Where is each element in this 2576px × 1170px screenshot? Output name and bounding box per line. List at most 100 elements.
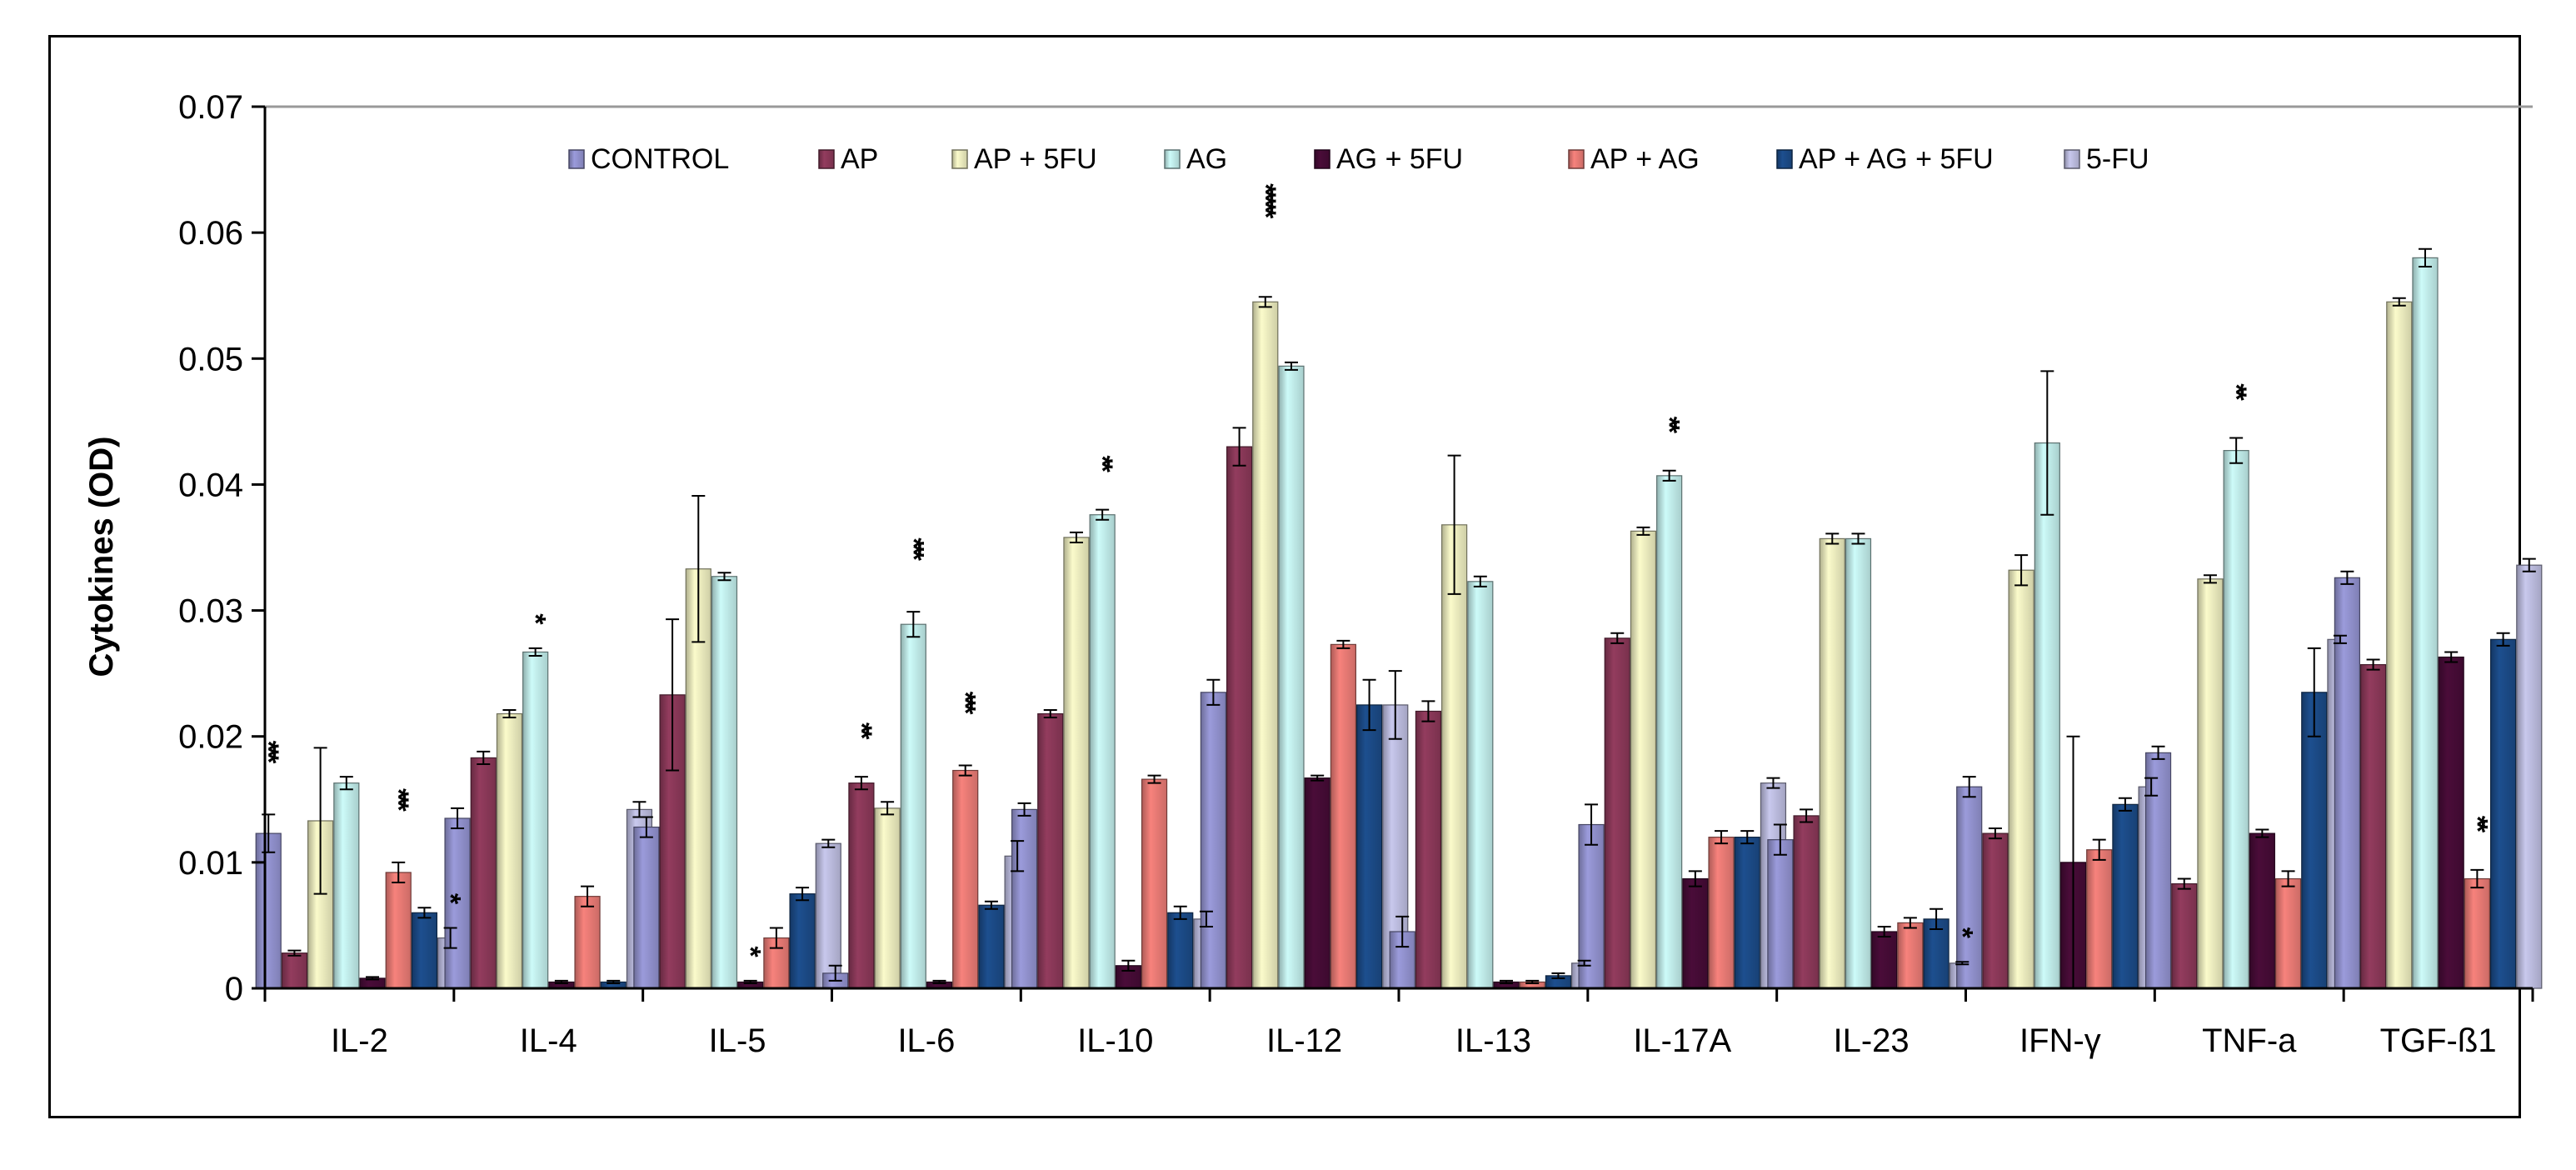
bar [1793,815,1820,989]
error-bar [717,572,731,582]
error-bar [1017,802,1031,817]
svg-text:**: ** [2461,816,2493,833]
legend-item: AG + 5FU [1314,143,1463,175]
error-bar [1447,454,1461,595]
error-bar [1395,915,1410,948]
error-bar [2392,297,2406,307]
legend: CONTROL AP AP + 5FU AG AG + 5FU AP + AG AP + A… [568,143,2149,175]
bar [1355,704,1383,989]
error-bar [2340,570,2354,585]
error-bar [1766,777,1780,789]
error-bar [1147,774,1161,784]
error-bar [2092,838,2106,861]
bar [1819,538,1845,989]
svg-text:*: * [735,946,766,958]
bar [2386,301,2413,989]
legend-swatch [1164,149,1181,169]
error-bar [2040,370,2054,516]
significance-annotation: ** [1654,417,1685,434]
bar [1656,475,1683,989]
significance-annotation: ** [846,722,877,740]
error-bar [451,807,465,830]
bar [1767,839,1794,989]
y-tick-label: 0.01 [178,845,243,882]
bar [2086,849,2113,989]
error-bar [502,708,517,719]
error-bar [1421,700,1435,722]
bar [1089,514,1116,989]
legend-label: 5-FU [2086,143,2149,175]
error-bar [1715,830,1729,845]
error-bar [1551,972,1565,979]
bar [1897,922,1924,989]
error-bar [2151,745,2165,760]
bar [1037,712,1064,989]
error-bar [1310,774,1325,782]
svg-text:**: ** [846,722,877,740]
legend-item: AG [1164,143,1227,175]
error-bar [366,976,380,981]
legend-label: AP + AG + 5FU [1799,143,1994,175]
error-bar [1930,908,1944,930]
bar [1708,837,1735,989]
error-bar [1362,678,1376,732]
error-bar [607,979,621,984]
bar [2412,257,2439,989]
bar [1845,538,1872,989]
legend-swatch [2064,149,2080,169]
error-bar [1199,910,1213,928]
bar [1011,808,1038,989]
legend-swatch [1776,149,1793,169]
error-bar [554,979,568,984]
bar [255,832,282,989]
svg-text:***: *** [950,692,981,715]
error-bar [906,611,921,638]
error-bar [2177,878,2191,890]
error-bar [639,816,653,838]
significance-annotation: *** [897,538,929,561]
bar [385,872,412,989]
legend-item: AP [818,143,878,175]
significance-annotation: ** [2461,816,2493,833]
error-bar [1232,427,1246,467]
bar [2359,663,2387,989]
error-bar [2118,797,2132,812]
svg-text:*: * [520,613,552,625]
y-tick-label: 0.04 [178,467,243,503]
error-bar [392,861,406,884]
bar [1063,537,1090,989]
x-tick-label: IL-6 [897,1022,955,1059]
bar [1141,778,1168,989]
x-tick-label: IL-2 [331,1022,388,1059]
error-bar [796,887,810,902]
x-tick-label: IL-17A [1633,1022,1731,1059]
error-bar [339,776,353,791]
bar [2112,803,2139,989]
bar [1415,710,1442,989]
bar [2249,832,2275,989]
error-bar [666,618,680,772]
error-bar [821,838,836,848]
error-bar [528,647,542,657]
bar [470,757,497,989]
legend-item: AP + AG + 5FU [1776,143,1994,175]
error-bar [1610,632,1625,644]
bar [848,782,875,989]
error-bar [1825,532,1840,545]
error-bar [581,885,595,908]
error-bar [1773,823,1787,856]
bar [2489,638,2517,989]
bar [1441,524,1468,989]
error-bar [1740,830,1755,845]
error-bar [2444,651,2459,663]
svg-text:**: ** [1086,455,1118,472]
x-tick-label: IFN-γ [2019,1022,2101,1059]
error-bar [828,964,842,982]
error-bar [1336,639,1350,649]
bar [2301,692,2328,989]
legend-swatch [1568,149,1585,169]
error-bar [1577,959,1591,967]
bar [1734,837,1760,989]
bar [574,896,601,989]
